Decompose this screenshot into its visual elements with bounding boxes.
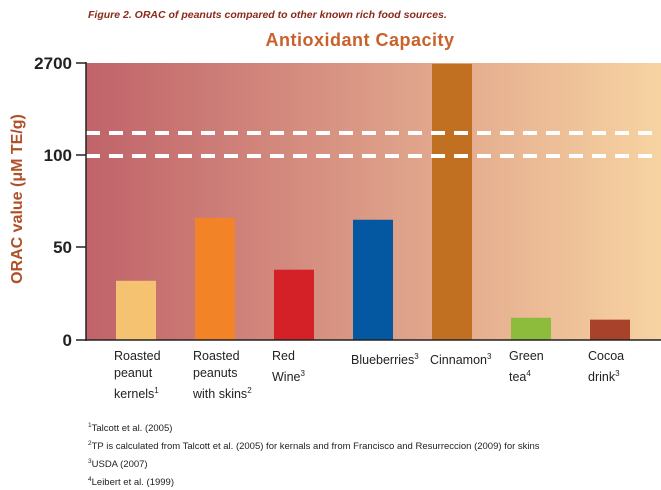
bar-roasted-peanut-kernels xyxy=(116,280,156,340)
category-label: Blueberries3 xyxy=(351,352,419,368)
bar-red-wine xyxy=(274,269,314,340)
bar-green-tea xyxy=(511,317,551,340)
footnote: 4Leibert et al. (1999) xyxy=(88,476,175,489)
bar-cocoa-drink xyxy=(590,319,630,340)
footnote: 2TP is calculated from Talcott et al. (2… xyxy=(88,440,540,453)
y-tick-label: 0 xyxy=(63,331,72,350)
bar-blueberries xyxy=(353,219,393,340)
footnote: 3USDA (2007) xyxy=(88,458,148,471)
y-tick-label: 50 xyxy=(53,238,72,257)
category-label: Red Wine3 xyxy=(272,349,305,385)
figure-caption: Figure 2. ORAC of peanuts compared to ot… xyxy=(88,9,447,21)
category-label: Roasted peanut kernels1 xyxy=(114,349,161,402)
y-tick-label: 100 xyxy=(44,146,72,165)
bar-roasted-peanuts-with-skins xyxy=(195,217,235,340)
bar-cinnamon xyxy=(432,63,472,341)
y-tick-label: 2700 xyxy=(34,54,72,73)
category-label: Cinnamon3 xyxy=(430,352,492,368)
footnotes: 1Talcott et al. (2005) 2TP is calculated… xyxy=(88,418,540,490)
footnote: 1Talcott et al. (2005) xyxy=(88,422,173,435)
category-label: Green tea4 xyxy=(509,349,544,385)
chart-title: Antioxidant Capacity xyxy=(265,30,455,50)
category-label: Cocoa drink3 xyxy=(588,349,625,385)
category-label: Roasted peanuts with skins2 xyxy=(193,349,252,402)
